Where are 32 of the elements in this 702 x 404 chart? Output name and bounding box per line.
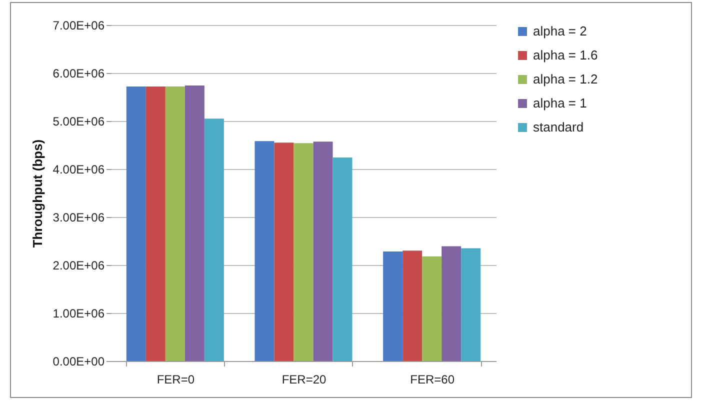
bar bbox=[402, 250, 422, 361]
x-tick-label: FER=20 bbox=[282, 372, 326, 386]
bar bbox=[274, 142, 294, 361]
y-tick-label: 6.00E+06 bbox=[52, 66, 105, 80]
y-tick-label: 0.00E+00 bbox=[52, 354, 105, 368]
bar bbox=[204, 118, 224, 361]
bar bbox=[442, 246, 462, 361]
bar bbox=[294, 143, 314, 361]
legend-label: alpha = 2 bbox=[533, 24, 587, 38]
y-tick-label: 4.00E+06 bbox=[52, 162, 105, 176]
bar bbox=[146, 86, 166, 361]
bar bbox=[422, 256, 442, 361]
bar bbox=[332, 157, 352, 361]
bar bbox=[165, 86, 185, 361]
bar bbox=[184, 85, 204, 361]
y-tick-label: 1.00E+06 bbox=[52, 306, 105, 320]
y-tick-label: 7.00E+06 bbox=[52, 18, 105, 32]
y-tick-label: 3.00E+06 bbox=[52, 210, 105, 224]
y-axis-title: Throughput (bps) bbox=[30, 139, 45, 248]
legend-label: alpha = 1 bbox=[533, 96, 587, 110]
x-tick-label: FER=0 bbox=[156, 372, 195, 386]
legend-label: standard bbox=[533, 120, 584, 134]
bar bbox=[383, 252, 403, 361]
x-tick-label: FER=60 bbox=[410, 372, 455, 386]
bar bbox=[313, 142, 333, 361]
bar bbox=[126, 86, 146, 361]
legend-label: alpha = 1.6 bbox=[533, 48, 598, 62]
bar bbox=[254, 141, 274, 361]
legend-label: alpha = 1.2 bbox=[533, 72, 598, 86]
y-tick-label: 2.00E+06 bbox=[52, 258, 105, 272]
y-tick-label: 5.00E+06 bbox=[52, 114, 105, 128]
bar bbox=[461, 248, 481, 361]
